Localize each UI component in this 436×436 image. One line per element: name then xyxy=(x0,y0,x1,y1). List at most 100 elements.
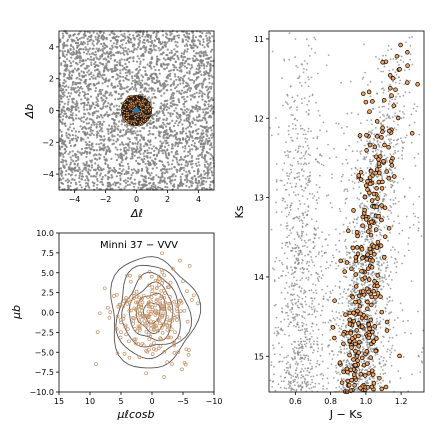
sky-field-point xyxy=(72,101,75,104)
sky-field-point xyxy=(98,129,101,132)
sky-field-point xyxy=(99,49,102,52)
sky-field-point xyxy=(176,54,179,58)
cmd-field-point xyxy=(310,130,312,133)
sky-field-point xyxy=(72,127,76,130)
cmd-field-point xyxy=(379,256,382,259)
sky-field-point xyxy=(177,99,180,102)
sky-field-point xyxy=(130,50,133,53)
cmd-field-point xyxy=(308,100,310,103)
sky-member-point xyxy=(128,107,132,111)
sky-field-point xyxy=(116,153,119,157)
sky-field-point xyxy=(192,44,195,47)
sky-member-point xyxy=(133,123,136,126)
sky-field-point xyxy=(193,85,197,88)
pm-point xyxy=(157,283,161,287)
pm-point xyxy=(115,351,120,356)
sky-field-point xyxy=(165,154,168,157)
cmd-field-point xyxy=(274,389,277,392)
sky-field-point xyxy=(86,40,89,43)
sky-field-point xyxy=(97,49,100,52)
sky-field-point xyxy=(76,81,79,85)
pm-point xyxy=(175,314,180,319)
sky-field-point xyxy=(206,61,209,64)
pm-point xyxy=(140,321,145,326)
cmd-field-point xyxy=(401,154,403,157)
sky-field-point xyxy=(115,175,118,178)
sky-field-point xyxy=(139,90,142,93)
sky-field-point xyxy=(165,170,168,173)
sky-field-point xyxy=(137,38,140,41)
cmd-field-point xyxy=(387,44,390,47)
sky-field-point xyxy=(137,77,140,80)
pm-point xyxy=(158,300,163,305)
cmd-field-point xyxy=(402,116,405,119)
cmd-field-point xyxy=(299,145,301,148)
sky-field-point xyxy=(149,151,153,154)
sky-field-point xyxy=(191,166,194,169)
cmd-field-point xyxy=(281,242,284,245)
sky-field-point xyxy=(165,66,168,69)
sky-field-point xyxy=(98,92,102,95)
cmd-field-point xyxy=(369,283,372,286)
sky-field-point xyxy=(95,68,98,71)
sky-field-point xyxy=(155,37,159,40)
sky-field-point xyxy=(186,57,189,60)
sky-field-point xyxy=(149,181,152,185)
sky-field-point xyxy=(61,89,64,92)
cmd-field-point xyxy=(292,319,295,322)
sky-field-point xyxy=(174,122,177,125)
sky-field-point xyxy=(68,116,71,119)
sky-field-point xyxy=(185,31,188,34)
sky-field-point xyxy=(174,178,177,181)
sky-field-point xyxy=(206,174,209,177)
pm-point xyxy=(166,301,171,306)
sky-field-point xyxy=(183,100,187,103)
sky-field-point xyxy=(81,87,84,90)
sky-field-point xyxy=(72,69,75,72)
sky-field-point xyxy=(200,73,203,76)
pm-point xyxy=(179,300,184,305)
sky-field-point xyxy=(198,89,201,92)
sky-field-point xyxy=(185,184,188,187)
cmd-field-point xyxy=(304,241,307,244)
cmd-field-point xyxy=(306,103,309,106)
sky-field-point xyxy=(123,35,126,38)
pm-point xyxy=(162,273,167,278)
sky-field-point xyxy=(132,34,135,37)
cmd-field-point xyxy=(320,250,323,253)
sky-field-point xyxy=(63,151,66,155)
sky-field-point xyxy=(199,139,202,142)
pm-point xyxy=(182,308,187,313)
sky-field-point xyxy=(69,185,72,188)
pm-point xyxy=(190,298,194,302)
sky-field-point xyxy=(178,169,181,172)
sky-field-point xyxy=(70,173,73,176)
sky-field-point xyxy=(128,61,131,64)
sky-field-point xyxy=(210,56,213,59)
sky-field-point xyxy=(207,45,210,48)
sky-field-point xyxy=(103,135,106,138)
sky-field-point xyxy=(84,179,87,182)
sky-field-point xyxy=(112,139,115,142)
pm-point xyxy=(147,283,151,288)
sky-field-point xyxy=(119,129,122,132)
sky-field-point xyxy=(160,144,163,147)
panel-proper-motion: 15 10 5 0 −5 −10 −10.0−7.5−5.0−2.50.02.55.07.… xyxy=(10,229,222,421)
sky-field-point xyxy=(91,142,94,145)
sky-field-point xyxy=(152,182,155,186)
sky-field-point xyxy=(90,58,93,61)
sky-field-point xyxy=(202,170,206,173)
cmd-field-point xyxy=(301,195,304,198)
cmd-field-point xyxy=(347,302,350,305)
sky-field-point xyxy=(104,152,108,155)
cmd-field-point xyxy=(386,156,389,159)
sky-field-point xyxy=(211,132,214,135)
cmd-field-point xyxy=(312,283,314,285)
pm-point xyxy=(167,285,171,290)
sky-field-point xyxy=(198,71,201,74)
sky-field-point xyxy=(199,106,202,109)
pm-point xyxy=(172,299,176,304)
pm-point xyxy=(146,304,151,309)
sky-field-point xyxy=(66,51,69,54)
sky-field-point xyxy=(158,49,161,52)
